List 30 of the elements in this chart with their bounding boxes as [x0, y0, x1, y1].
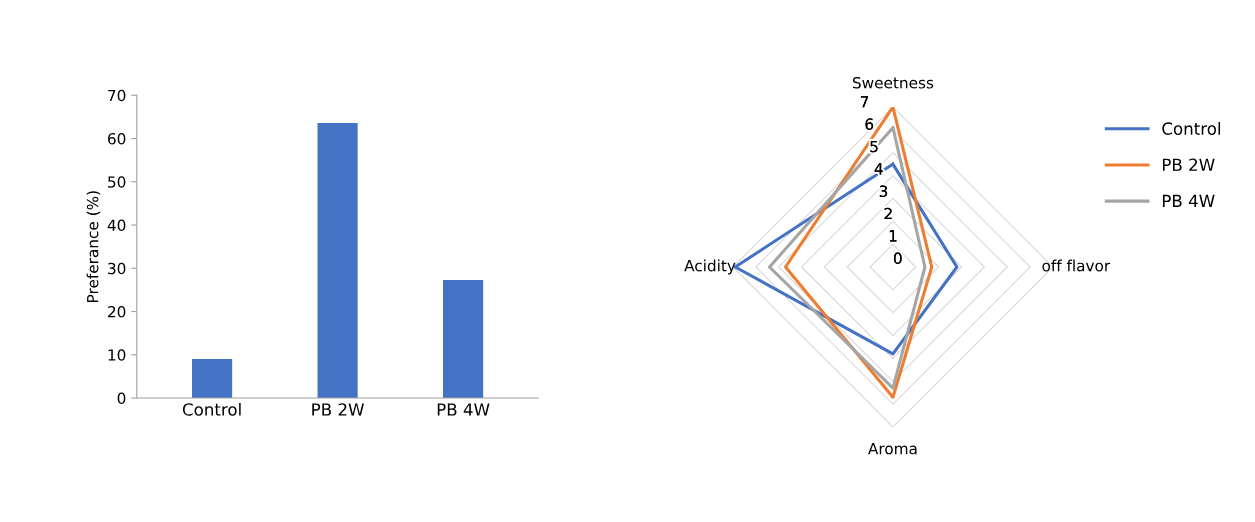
spoke-label: off flavor	[1042, 259, 1111, 272]
spoke-label: Aroma	[868, 442, 917, 455]
y-tick-label: 7	[860, 96, 869, 108]
y-tick-label: 0	[893, 252, 902, 265]
y-tick-label: 2	[884, 207, 892, 220]
y-axis-title: Preferance (%)	[86, 191, 101, 302]
legend-label: PB 2W	[1162, 158, 1215, 171]
y-tick-label: 70	[108, 89, 126, 102]
x-tick-label: PB 4W	[437, 403, 490, 416]
y-tick-label: 6	[865, 118, 874, 130]
bar	[443, 279, 484, 399]
spoke-label: Acidity	[684, 259, 736, 275]
y-tick-label: 50	[108, 176, 126, 188]
legend-label: Control	[1162, 122, 1220, 135]
y-tick-label: 4	[874, 163, 883, 175]
y-tick-label: 3	[879, 185, 888, 197]
y-tick-label: 0	[117, 392, 126, 405]
y-tick-label: 60	[108, 132, 126, 145]
y-tick-label: 10	[108, 349, 126, 361]
y-tick-label: 40	[107, 219, 126, 232]
y-tick-label: 30	[108, 262, 126, 275]
legend-label: PB 4W	[1162, 194, 1215, 207]
x-tick-label: PB 2W	[312, 403, 364, 416]
y-tick-label: 1	[889, 230, 897, 242]
bar	[192, 359, 233, 399]
spoke-label: Sweetness	[852, 76, 934, 89]
x-tick-label: Control	[182, 402, 241, 416]
y-tick-label: 20	[108, 305, 126, 318]
bar	[317, 122, 358, 399]
y-tick-label: 5	[870, 140, 878, 153]
